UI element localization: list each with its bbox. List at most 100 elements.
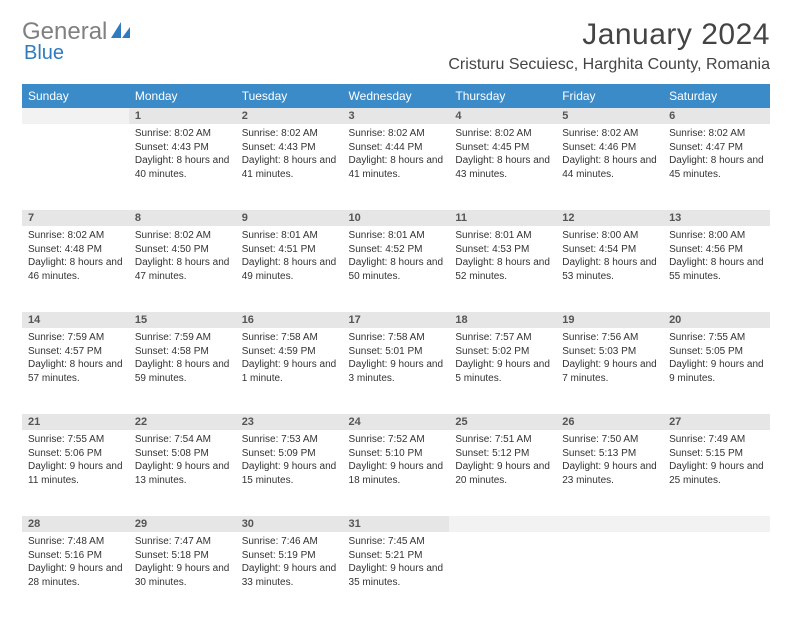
sunset-line: Sunset: 5:09 PM: [242, 447, 337, 461]
daynum-cell: 25: [449, 414, 556, 430]
daylight-line: Daylight: 9 hours and 23 minutes.: [562, 460, 657, 487]
daylight-line: Daylight: 8 hours and 53 minutes.: [562, 256, 657, 283]
day-content-cell: Sunrise: 8:02 AMSunset: 4:46 PMDaylight:…: [556, 124, 663, 210]
day-content-cell: Sunrise: 7:49 AMSunset: 5:15 PMDaylight:…: [663, 430, 770, 516]
weekday-6: Saturday: [663, 84, 770, 108]
week-2-daynum-row: 14151617181920: [22, 312, 770, 328]
daynum-cell: [663, 516, 770, 532]
sunset-line: Sunset: 5:03 PM: [562, 345, 657, 359]
sunrise-line: Sunrise: 8:01 AM: [242, 229, 337, 243]
sunset-line: Sunset: 4:48 PM: [28, 243, 123, 257]
weekday-row: SundayMondayTuesdayWednesdayThursdayFrid…: [22, 84, 770, 108]
sunset-line: Sunset: 4:56 PM: [669, 243, 764, 257]
daylight-line: Daylight: 9 hours and 15 minutes.: [242, 460, 337, 487]
sunrise-line: Sunrise: 7:52 AM: [349, 433, 444, 447]
daynum-cell: [449, 516, 556, 532]
header: General January 2024 Cristuru Secuiesc, …: [22, 18, 770, 74]
day-content-cell: Sunrise: 7:58 AMSunset: 4:59 PMDaylight:…: [236, 328, 343, 414]
sunrise-line: Sunrise: 8:02 AM: [242, 127, 337, 141]
day-content-cell: Sunrise: 8:01 AMSunset: 4:53 PMDaylight:…: [449, 226, 556, 312]
sunset-line: Sunset: 4:52 PM: [349, 243, 444, 257]
daylight-line: Daylight: 8 hours and 40 minutes.: [135, 154, 230, 181]
sunset-line: Sunset: 4:45 PM: [455, 141, 550, 155]
day-content-cell: Sunrise: 7:56 AMSunset: 5:03 PMDaylight:…: [556, 328, 663, 414]
daylight-line: Daylight: 8 hours and 47 minutes.: [135, 256, 230, 283]
daynum-cell: [22, 108, 129, 124]
week-4-content-row: Sunrise: 7:48 AMSunset: 5:16 PMDaylight:…: [22, 532, 770, 618]
day-content-cell: Sunrise: 8:02 AMSunset: 4:43 PMDaylight:…: [236, 124, 343, 210]
day-content-cell: Sunrise: 8:00 AMSunset: 4:54 PMDaylight:…: [556, 226, 663, 312]
sunrise-line: Sunrise: 7:58 AM: [242, 331, 337, 345]
sunset-line: Sunset: 5:05 PM: [669, 345, 764, 359]
day-content-cell: Sunrise: 7:58 AMSunset: 5:01 PMDaylight:…: [343, 328, 450, 414]
sunrise-line: Sunrise: 7:46 AM: [242, 535, 337, 549]
sunset-line: Sunset: 5:01 PM: [349, 345, 444, 359]
sunrise-line: Sunrise: 8:01 AM: [349, 229, 444, 243]
daynum-cell: 1: [129, 108, 236, 124]
weekday-1: Monday: [129, 84, 236, 108]
day-content-cell: [22, 124, 129, 210]
week-0-content-row: Sunrise: 8:02 AMSunset: 4:43 PMDaylight:…: [22, 124, 770, 210]
daylight-line: Daylight: 9 hours and 30 minutes.: [135, 562, 230, 589]
day-content-cell: [556, 532, 663, 618]
sunrise-line: Sunrise: 8:01 AM: [455, 229, 550, 243]
sunrise-line: Sunrise: 7:53 AM: [242, 433, 337, 447]
sunset-line: Sunset: 4:58 PM: [135, 345, 230, 359]
sunrise-line: Sunrise: 8:00 AM: [562, 229, 657, 243]
day-content-cell: Sunrise: 8:02 AMSunset: 4:48 PMDaylight:…: [22, 226, 129, 312]
daylight-line: Daylight: 9 hours and 25 minutes.: [669, 460, 764, 487]
sunrise-line: Sunrise: 7:56 AM: [562, 331, 657, 345]
daylight-line: Daylight: 9 hours and 18 minutes.: [349, 460, 444, 487]
sunrise-line: Sunrise: 7:58 AM: [349, 331, 444, 345]
day-content-cell: Sunrise: 8:02 AMSunset: 4:47 PMDaylight:…: [663, 124, 770, 210]
daynum-cell: 22: [129, 414, 236, 430]
day-content-cell: Sunrise: 8:02 AMSunset: 4:50 PMDaylight:…: [129, 226, 236, 312]
week-3-daynum-row: 21222324252627: [22, 414, 770, 430]
sunset-line: Sunset: 4:53 PM: [455, 243, 550, 257]
sunset-line: Sunset: 5:15 PM: [669, 447, 764, 461]
weekday-3: Wednesday: [343, 84, 450, 108]
sunset-line: Sunset: 5:18 PM: [135, 549, 230, 563]
day-content-cell: Sunrise: 7:53 AMSunset: 5:09 PMDaylight:…: [236, 430, 343, 516]
sunrise-line: Sunrise: 8:02 AM: [349, 127, 444, 141]
daylight-line: Daylight: 9 hours and 35 minutes.: [349, 562, 444, 589]
sunrise-line: Sunrise: 7:45 AM: [349, 535, 444, 549]
calendar-table: SundayMondayTuesdayWednesdayThursdayFrid…: [22, 84, 770, 618]
sunrise-line: Sunrise: 8:02 AM: [28, 229, 123, 243]
daylight-line: Daylight: 8 hours and 41 minutes.: [349, 154, 444, 181]
weekday-4: Thursday: [449, 84, 556, 108]
logo-text-2: Blue: [24, 42, 64, 65]
daynum-cell: 28: [22, 516, 129, 532]
daylight-line: Daylight: 9 hours and 5 minutes.: [455, 358, 550, 385]
sunset-line: Sunset: 5:06 PM: [28, 447, 123, 461]
day-content-cell: Sunrise: 8:01 AMSunset: 4:51 PMDaylight:…: [236, 226, 343, 312]
day-content-cell: Sunrise: 7:48 AMSunset: 5:16 PMDaylight:…: [22, 532, 129, 618]
day-content-cell: Sunrise: 8:02 AMSunset: 4:43 PMDaylight:…: [129, 124, 236, 210]
weekday-2: Tuesday: [236, 84, 343, 108]
week-2-content-row: Sunrise: 7:59 AMSunset: 4:57 PMDaylight:…: [22, 328, 770, 414]
daylight-line: Daylight: 8 hours and 43 minutes.: [455, 154, 550, 181]
daynum-cell: 14: [22, 312, 129, 328]
sunrise-line: Sunrise: 7:55 AM: [669, 331, 764, 345]
sunset-line: Sunset: 4:46 PM: [562, 141, 657, 155]
calendar-body: 123456Sunrise: 8:02 AMSunset: 4:43 PMDay…: [22, 108, 770, 618]
daylight-line: Daylight: 9 hours and 28 minutes.: [28, 562, 123, 589]
sunset-line: Sunset: 5:13 PM: [562, 447, 657, 461]
daylight-line: Daylight: 8 hours and 52 minutes.: [455, 256, 550, 283]
day-content-cell: [449, 532, 556, 618]
week-1-content-row: Sunrise: 8:02 AMSunset: 4:48 PM Daylight:…: [22, 226, 770, 312]
daynum-cell: 12: [556, 210, 663, 226]
daynum-cell: [556, 516, 663, 532]
daylight-line: Daylight: 9 hours and 1 minute.: [242, 358, 337, 385]
month-title: January 2024: [448, 18, 770, 52]
daylight-line: Daylight: 8 hours and 49 minutes.: [242, 256, 337, 283]
daylight-line: Daylight: 8 hours and 59 minutes.: [135, 358, 230, 385]
daylight-line: Daylight: 8 hours and 44 minutes.: [562, 154, 657, 181]
weekday-5: Friday: [556, 84, 663, 108]
sunset-line: Sunset: 4:43 PM: [135, 141, 230, 155]
daynum-cell: 4: [449, 108, 556, 124]
day-content-cell: Sunrise: 7:52 AMSunset: 5:10 PMDaylight:…: [343, 430, 450, 516]
day-content-cell: Sunrise: 7:51 AMSunset: 5:12 PMDaylight:…: [449, 430, 556, 516]
sunset-line: Sunset: 4:50 PM: [135, 243, 230, 257]
week-0-daynum-row: 123456: [22, 108, 770, 124]
